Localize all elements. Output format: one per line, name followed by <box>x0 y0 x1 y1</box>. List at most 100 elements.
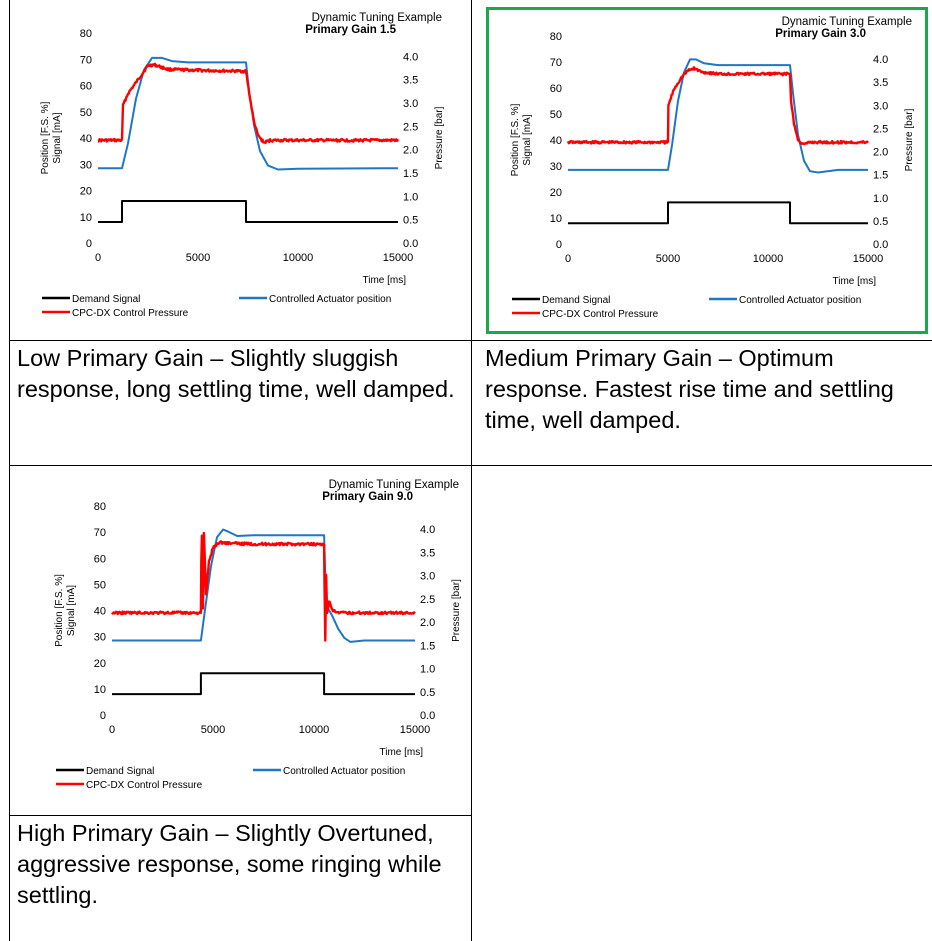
legend-item-demand-signal: Demand Signal <box>542 295 610 306</box>
y2-tick-label: 2.0 <box>403 145 418 157</box>
y-tick-label: 30 <box>94 632 106 644</box>
caption-low-gain: Low Primary Gain – Slightly sluggish res… <box>17 345 455 402</box>
y2-axis-label: Pressure [bar] <box>434 106 445 169</box>
optimum-highlight-frame <box>486 7 928 334</box>
y2-axis-label-group: Pressure [bar] <box>451 579 462 642</box>
x-tick-label: 15000 <box>853 253 884 265</box>
y2-tick-label: 4.0 <box>403 51 418 63</box>
y2-tick-label: 3.0 <box>873 100 888 112</box>
table-left-border <box>9 0 10 941</box>
y2-tick-label: 1.0 <box>403 191 418 203</box>
y-tick-label: 40 <box>80 133 92 145</box>
x-tick-label: 15000 <box>383 252 414 264</box>
table-middle-border <box>471 0 472 941</box>
y-axis-label-line: Position [F.S. %] <box>40 101 51 174</box>
y-tick-label: 60 <box>550 83 562 95</box>
legend-item-controlled-actuator-position: Controlled Actuator position <box>269 294 391 305</box>
y-axis-label: Position [F.S. %] Signal [mA] <box>510 103 533 176</box>
series-line-cpc-dx-control-pressure <box>111 531 416 642</box>
series-line-controlled-actuator-position <box>112 528 415 643</box>
y2-tick-label: 3.0 <box>403 98 418 110</box>
y-tick-label: 80 <box>94 501 106 513</box>
y2-axis-label-group: Pressure [bar] <box>434 106 445 169</box>
legend-item-cpc-dx-control-pressure: CPC-DX Control Pressure <box>86 780 203 791</box>
y-tick-label: 10 <box>94 684 106 696</box>
x-tick-label: 0 <box>95 252 101 264</box>
x-tick-label: 5000 <box>656 253 680 265</box>
chart-title: Dynamic Tuning Example <box>329 479 459 491</box>
y2-axis-label: Pressure [bar] <box>451 579 462 642</box>
y-axis-label-line: Signal [mA] <box>52 112 63 163</box>
y2-tick-label: 1.0 <box>420 664 435 676</box>
y2-tick-label: 1.5 <box>420 640 435 652</box>
series-line-controlled-actuator-position <box>98 56 399 171</box>
x-tick-label: 0 <box>565 253 571 265</box>
y-tick-label: 60 <box>94 553 106 565</box>
x-tick-label: 5000 <box>201 724 225 736</box>
y2-tick-label: 3.5 <box>403 75 418 87</box>
y-axis-label-line: Position [F.S. %] <box>510 103 521 176</box>
y-tick-label: 30 <box>550 161 562 173</box>
y-tick-label: 40 <box>550 135 562 147</box>
y-tick-label: 50 <box>550 109 562 121</box>
legend-item-demand-signal: Demand Signal <box>86 766 154 777</box>
y-tick-label: 10 <box>80 212 92 224</box>
chart-subtitle: Primary Gain 3.0 <box>775 28 866 40</box>
table-row-border <box>9 465 472 466</box>
y2-tick-label: 0.0 <box>873 239 888 251</box>
y2-tick-label: 0.0 <box>403 238 418 250</box>
y2-tick-label: 3.0 <box>420 571 435 583</box>
legend-item-cpc-dx-control-pressure: CPC-DX Control Pressure <box>72 308 189 319</box>
chart-panel-gain-3-0: Dynamic Tuning Example Primary Gain 3.0 0 1… <box>491 12 925 330</box>
chart-panel-gain-9-0: Dynamic Tuning Example Primary Gain 9.0 0 1… <box>33 475 463 800</box>
y2-tick-label: 0.5 <box>420 687 435 699</box>
y-tick-label: 50 <box>94 579 106 591</box>
x-tick-label: 0 <box>109 724 115 736</box>
x-tick-label: 10000 <box>283 252 314 264</box>
y2-tick-label: 1.5 <box>403 168 418 180</box>
y-tick-label: 10 <box>550 213 562 225</box>
y-tick-label: 70 <box>550 57 562 69</box>
x-axis-label: Time [ms] <box>832 276 876 287</box>
series-line-demand-signal <box>568 201 868 225</box>
y-tick-label: 60 <box>80 81 92 93</box>
table-row-border <box>472 465 932 466</box>
x-tick-label: 10000 <box>753 253 784 265</box>
chart-title: Dynamic Tuning Example <box>782 16 912 28</box>
y-tick-label: 0 <box>556 239 562 251</box>
y2-axis-label: Pressure [bar] <box>904 108 915 171</box>
y-tick-label: 30 <box>80 159 92 171</box>
y-axis-label: Position [F.S. %] Signal [mA] <box>40 101 63 174</box>
series-line-controlled-actuator-position <box>568 58 868 174</box>
y-tick-label: 20 <box>94 658 106 670</box>
x-tick-label: 10000 <box>299 724 330 736</box>
y2-tick-label: 3.5 <box>873 77 888 89</box>
chart-panel-gain-1-5: Dynamic Tuning Example Primary Gain 1.5 0 1… <box>22 8 462 330</box>
series-line-demand-signal <box>98 200 398 223</box>
x-axis-label: Time [ms] <box>362 275 406 286</box>
y-tick-label: 70 <box>80 54 92 66</box>
y-tick-label: 80 <box>80 28 92 40</box>
y-tick-label: 20 <box>550 187 562 199</box>
series-line-demand-signal <box>112 672 415 696</box>
y-tick-label: 20 <box>80 186 92 198</box>
y-tick-label: 80 <box>550 31 562 43</box>
legend-item-controlled-actuator-position: Controlled Actuator position <box>283 766 405 777</box>
legend-item-cpc-dx-control-pressure: CPC-DX Control Pressure <box>542 309 659 320</box>
legend-item-controlled-actuator-position: Controlled Actuator position <box>739 295 861 306</box>
y2-tick-label: 2.5 <box>403 121 418 133</box>
y-tick-label: 40 <box>94 606 106 618</box>
legend-item-demand-signal: Demand Signal <box>72 294 140 305</box>
chart-subtitle: Primary Gain 9.0 <box>322 491 413 503</box>
caption-medium-gain: Medium Primary Gain – Optimum response. … <box>485 345 894 433</box>
y2-tick-label: 0.5 <box>403 215 418 227</box>
y2-tick-label: 2.0 <box>873 147 888 159</box>
y2-tick-label: 1.5 <box>873 170 888 182</box>
table-row-border <box>9 815 472 816</box>
y-tick-label: 0 <box>86 238 92 250</box>
y-axis-label-line: Position [F.S. %] <box>54 574 65 647</box>
y-tick-label: 70 <box>94 527 106 539</box>
